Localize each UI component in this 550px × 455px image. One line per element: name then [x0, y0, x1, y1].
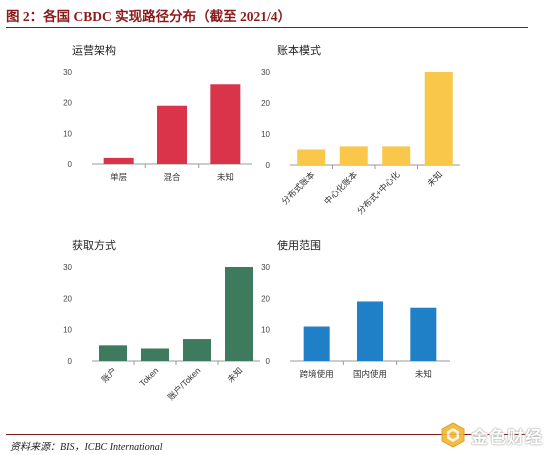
x-tick-label: 账户 — [99, 365, 118, 384]
y-tick-label: 0 — [266, 357, 271, 366]
source-note: 资料来源：BIS，ICBC International — [10, 442, 163, 453]
bar — [99, 345, 127, 361]
y-tick-label: 10 — [63, 129, 72, 138]
bar — [141, 348, 169, 361]
y-tick-label: 10 — [261, 130, 270, 139]
chart-operating-architecture: 运营架构 0 10 20 30 单层 混合 未知 — [63, 43, 252, 182]
chart-title: 获取方式 — [72, 238, 116, 252]
bottom-divider — [6, 434, 528, 435]
y-tick-label: 0 — [68, 357, 73, 366]
chart-title: 运营架构 — [72, 43, 116, 57]
x-tick-label: 未知 — [425, 169, 444, 188]
y-tick-label: 10 — [63, 326, 72, 335]
y-tick-label: 20 — [63, 294, 72, 303]
x-tick-label: 未知 — [415, 369, 432, 379]
bar — [410, 307, 437, 361]
bar — [424, 72, 453, 165]
x-tick-label: 未知 — [225, 365, 244, 384]
bar — [183, 339, 211, 361]
chart-title: 账本模式 — [277, 43, 321, 57]
y-tick-label: 0 — [68, 160, 73, 169]
y-tick-label: 30 — [63, 263, 72, 272]
chart-access-method: 获取方式 0 10 20 30 账户 Token 账户/Token 未知 — [63, 238, 260, 402]
chart-title: 使用范围 — [277, 238, 321, 252]
x-tick-label: 混合 — [163, 172, 181, 182]
x-tick-label: 分布式+中心化 — [355, 169, 402, 216]
bar — [225, 267, 253, 361]
y-tick-label: 20 — [261, 294, 270, 303]
chart-usage-scope: 使用范围 0 10 20 30 跨境使用 国内使用 未知 — [261, 238, 450, 379]
bar — [210, 84, 241, 164]
x-tick-label: 未知 — [217, 172, 234, 182]
x-tick-label: Token — [137, 365, 160, 388]
y-tick-label: 30 — [261, 263, 270, 272]
x-tick-label: 分布式账本 — [280, 169, 317, 206]
watermark-text: 金色财经 — [471, 427, 543, 448]
x-tick-label: 账户/Token — [166, 365, 203, 402]
bar — [357, 301, 383, 361]
bar — [382, 146, 411, 165]
y-tick-label: 20 — [261, 99, 270, 108]
bar — [297, 149, 326, 165]
bar — [157, 105, 187, 164]
y-tick-label: 10 — [261, 326, 270, 335]
x-tick-label: 中心化账本 — [322, 169, 359, 206]
watermark: 金色财经 — [440, 420, 544, 450]
y-tick-label: 30 — [63, 68, 72, 77]
y-tick-label: 30 — [261, 68, 270, 77]
y-tick-label: 20 — [63, 99, 72, 108]
x-tick-label: 国内使用 — [353, 369, 387, 379]
x-tick-label: 单层 — [110, 172, 127, 182]
top-divider — [6, 27, 528, 28]
bar — [303, 326, 330, 361]
figure-title: 图 2：各国 CBDC 实现路径分布（截至 2021/4） — [6, 9, 292, 24]
y-tick-label: 0 — [266, 161, 271, 170]
bar — [103, 157, 134, 164]
bar — [339, 146, 368, 165]
watermark-logo-icon — [441, 422, 465, 448]
x-tick-label: 跨境使用 — [300, 369, 334, 379]
